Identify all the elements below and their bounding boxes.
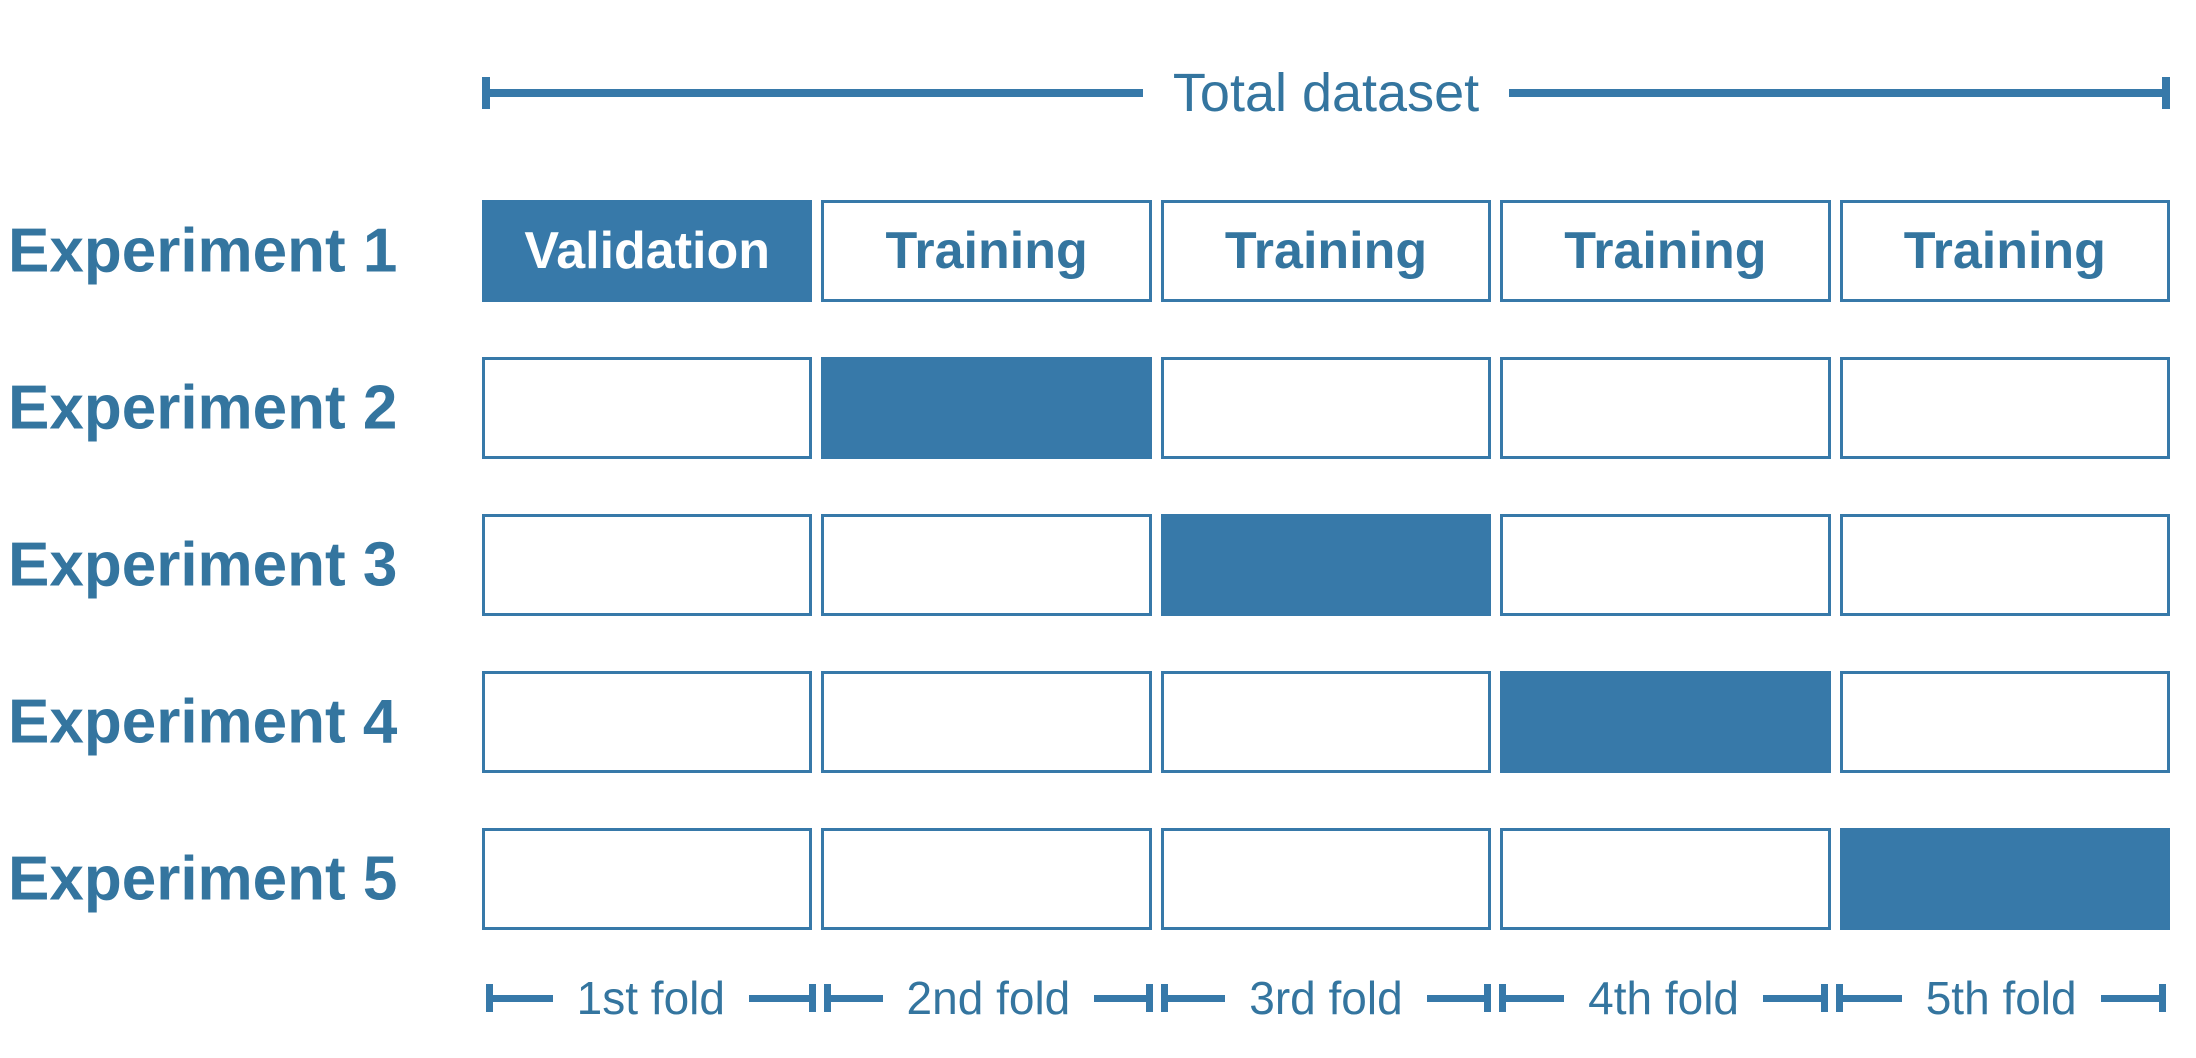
training-cell	[1160, 357, 1492, 459]
validation-cell	[1500, 671, 1831, 773]
training-cell: Training	[1839, 200, 2171, 302]
bracket-right-tick-icon	[2162, 77, 2171, 109]
experiment-2-cells	[482, 357, 2171, 459]
fold-left-tick-icon	[823, 984, 831, 1012]
experiment-5-cells	[482, 828, 2171, 930]
experiment-1-cells: Validation Training Training Training Tr…	[482, 200, 2171, 302]
validation-cell	[1160, 514, 1492, 616]
validation-cell: Validation	[482, 200, 813, 302]
training-cell	[821, 828, 1152, 930]
training-cell	[1500, 514, 1831, 616]
fold-label: 4th fold	[1588, 972, 1740, 1024]
validation-cell	[821, 357, 1152, 459]
fold-right-tick-icon	[1146, 984, 1154, 1012]
fold-label: 2nd fold	[906, 972, 1071, 1024]
experiment-3-label: Experiment 3	[8, 530, 398, 600]
fold-bracket-1: 1st fold	[482, 966, 820, 1030]
bracket-line-left	[490, 89, 1143, 97]
fold-right-tick-icon	[808, 984, 816, 1012]
experiment-row-2: Experiment 2	[0, 357, 2196, 459]
fold-brackets: 1st fold 2nd fold 3rd fold 4th fold	[482, 966, 2170, 1030]
fold-right-tick-icon	[2158, 984, 2166, 1012]
fold-left-tick-icon	[1161, 984, 1169, 1012]
training-cell: Training	[821, 200, 1152, 302]
fold-label: 1st fold	[576, 972, 725, 1024]
fold-line	[1094, 994, 1147, 1002]
training-cell	[482, 828, 813, 930]
training-cell	[1500, 357, 1831, 459]
fold-line	[1763, 994, 1822, 1002]
experiment-3-cells	[482, 514, 2171, 616]
training-cell	[821, 671, 1152, 773]
training-cell	[1160, 671, 1492, 773]
training-cell	[1839, 671, 2171, 773]
training-cell	[1839, 514, 2171, 616]
fold-left-tick-icon	[1498, 984, 1506, 1012]
bracket-line-right	[1509, 89, 2163, 97]
experiment-row-3: Experiment 3	[0, 514, 2196, 616]
bracket-left-tick-icon	[482, 77, 490, 109]
experiment-1-label: Experiment 1	[8, 216, 398, 286]
experiment-row-5: Experiment 5	[0, 828, 2196, 930]
fold-label: 3rd fold	[1249, 972, 1403, 1024]
fold-line	[1168, 994, 1226, 1002]
training-cell: Training	[1500, 200, 1831, 302]
training-cell	[482, 357, 813, 459]
experiment-2-label: Experiment 2	[8, 373, 398, 443]
fold-bracket-5: 5th fold	[1832, 966, 2170, 1030]
fold-right-tick-icon	[1821, 984, 1829, 1012]
training-cell	[1839, 357, 2171, 459]
fold-line	[748, 994, 809, 1002]
fold-line	[493, 994, 553, 1002]
fold-line	[1505, 994, 1565, 1002]
fold-line	[830, 994, 883, 1002]
fold-bracket-2: 2nd fold	[820, 966, 1158, 1030]
fold-label: 5th fold	[1925, 972, 2077, 1024]
experiment-row-4: Experiment 4	[0, 671, 2196, 773]
experiment-5-label: Experiment 5	[8, 844, 398, 914]
experiment-row-1: Experiment 1 Validation Training Trainin…	[0, 200, 2196, 302]
fold-line	[2100, 994, 2159, 1002]
fold-bracket-4: 4th fold	[1495, 966, 1833, 1030]
training-cell	[821, 514, 1152, 616]
experiment-4-cells	[482, 671, 2171, 773]
fold-left-tick-icon	[1836, 984, 1844, 1012]
total-dataset-bracket: Total dataset	[482, 63, 2171, 123]
training-cell	[1160, 828, 1492, 930]
training-cell	[482, 514, 813, 616]
fold-line	[1426, 994, 1484, 1002]
validation-cell	[1839, 828, 2171, 930]
experiment-4-label: Experiment 4	[8, 687, 398, 757]
fold-bracket-3: 3rd fold	[1157, 966, 1495, 1030]
fold-line	[1843, 994, 1902, 1002]
training-cell	[1500, 828, 1831, 930]
fold-right-tick-icon	[1483, 984, 1491, 1012]
total-dataset-label: Total dataset	[1172, 63, 1480, 123]
fold-left-tick-icon	[486, 984, 493, 1012]
training-cell	[482, 671, 813, 773]
training-cell: Training	[1160, 200, 1492, 302]
